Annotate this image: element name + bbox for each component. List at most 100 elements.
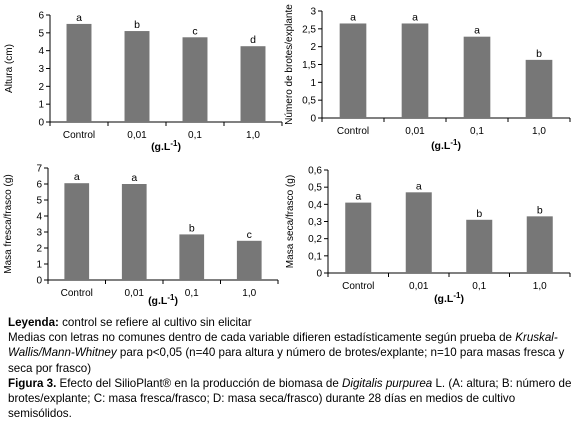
- significance-letter: a: [355, 191, 361, 203]
- x-tick-label: 0,01: [405, 126, 425, 137]
- y-tick-label: 2,5: [302, 24, 316, 35]
- significance-letter: d: [250, 34, 256, 46]
- x-axis-label: (g.L-1): [431, 138, 461, 152]
- x-tick-label: 0,01: [125, 288, 145, 299]
- significance-letter: a: [412, 11, 418, 23]
- stats-note-a: Medias con letras no comunes dentro de c…: [8, 331, 516, 345]
- bar: [339, 23, 367, 118]
- y-axis-label: Masa seca/frasco (g): [285, 175, 296, 268]
- y-tick-label: 3: [36, 228, 42, 239]
- x-axis-label: (g.L-1): [148, 293, 178, 307]
- y-tick-label: 0: [36, 276, 42, 287]
- y-tick-label: 6: [38, 11, 44, 22]
- bar: [463, 36, 491, 118]
- y-tick-label: 0,1: [308, 251, 322, 262]
- y-tick-label: 1,5: [302, 60, 316, 71]
- x-tick-label: 1,0: [242, 288, 256, 299]
- y-tick-label: 6: [36, 180, 42, 191]
- significance-letter: a: [74, 171, 80, 183]
- y-tick-label: 2: [36, 244, 42, 255]
- stats-note: Medias con letras no comunes dentro de c…: [8, 330, 574, 376]
- y-tick-label: 0,6: [308, 166, 322, 177]
- legend-label: Leyenda:: [8, 316, 59, 329]
- y-axis-label: Masa fresca/frasco (g): [3, 174, 14, 273]
- y-tick-label: 5: [38, 28, 44, 39]
- x-tick-label: Control: [337, 126, 369, 137]
- x-axis-label: (g.L-1): [434, 291, 464, 305]
- stats-test-name: Kruskal-Wallis/Mann-Whitney: [8, 331, 558, 360]
- figure-label: Figura 3.: [8, 376, 57, 390]
- y-tick-label: 0: [38, 118, 44, 129]
- y-axis-label: Número de brotes/explante: [284, 4, 295, 125]
- x-tick-label: Control: [342, 281, 374, 292]
- bar: [66, 23, 92, 123]
- significance-letter: b: [536, 48, 542, 60]
- significance-letter: b: [537, 204, 543, 216]
- bar: [401, 23, 429, 118]
- y-tick-label: 3: [38, 64, 44, 75]
- bar: [64, 183, 90, 280]
- significance-letter: a: [76, 12, 82, 24]
- y-tick-label: 0: [310, 114, 316, 125]
- y-tick-label: 0,4: [308, 200, 322, 211]
- y-axis-label: Altura (cm): [4, 44, 15, 93]
- y-tick-label: 1: [310, 78, 316, 89]
- x-tick-label: 1,0: [533, 281, 547, 292]
- bar: [526, 216, 553, 273]
- figure-text-a: Efecto del SilioPlant® en la producción …: [56, 376, 343, 390]
- significance-letter: b: [476, 208, 482, 220]
- bar: [182, 37, 208, 122]
- y-tick-label: 7: [36, 164, 42, 175]
- y-tick-label: 0,2: [308, 234, 322, 245]
- x-tick-label: Control: [61, 288, 93, 299]
- figure-title: Figura 3. Efecto del SilioPlant® en la p…: [8, 376, 574, 422]
- significance-letter: a: [416, 180, 422, 192]
- significance-letter: a: [131, 172, 137, 184]
- legend-line: Leyenda: control se refiere al cultivo s…: [8, 315, 574, 330]
- chart-panel-1: 0 1 2 3 4 5 6 a Control b 0,01 c 0,1 d 1,0 (g.L-1) Altur…: [4, 11, 283, 153]
- y-tick-label: 0: [316, 269, 322, 280]
- significance-letter: c: [247, 229, 252, 241]
- y-tick-label: 4: [36, 212, 42, 223]
- bar: [345, 202, 372, 273]
- bar: [121, 184, 147, 280]
- significance-letter: a: [474, 25, 480, 37]
- x-tick-label: 0,01: [127, 130, 147, 141]
- significance-letter: b: [189, 222, 195, 234]
- x-tick-label: 0,1: [470, 126, 484, 137]
- chart-panel-4: 0 0,1 0,2 0,3 0,4 0,5 0,6 a Control a 0,01 b 0,1 b 1,0…: [285, 166, 571, 305]
- x-tick-label: 1,0: [246, 130, 260, 141]
- x-tick-label: 0,1: [185, 288, 199, 299]
- y-tick-label: 1: [38, 100, 44, 111]
- y-tick-label: 4: [38, 46, 44, 57]
- bar: [525, 59, 553, 118]
- x-tick-label: Control: [63, 130, 95, 141]
- bar: [236, 240, 262, 280]
- significance-letter: a: [350, 11, 356, 23]
- x-tick-label: 1,0: [532, 126, 546, 137]
- y-tick-label: 0,5: [302, 96, 316, 107]
- x-axis-label: (g.L-1): [151, 139, 181, 153]
- bar: [124, 31, 150, 122]
- significance-letter: c: [192, 25, 197, 37]
- significance-letter: b: [134, 19, 140, 31]
- y-tick-label: 3: [310, 7, 316, 18]
- y-tick-label: 2: [38, 82, 44, 93]
- y-tick-label: 2: [310, 42, 316, 53]
- bar: [466, 219, 493, 273]
- species-name: Digitalis purpurea: [342, 376, 433, 390]
- y-tick-label: 5: [36, 196, 42, 207]
- figure-panels: 0 1 2 3 4 5 6 a Control b 0,01 c 0,1 d 1,0 (g.L-1) Altur…: [3, 4, 571, 307]
- x-tick-label: 0,1: [188, 130, 202, 141]
- y-tick-label: 0,5: [308, 183, 322, 194]
- bar: [405, 192, 432, 273]
- chart-panel-2: 0 0,5 1 1,5 2 2,5 3 a Control a 0,01 a 0,1 b 1,0 (g.L-1…: [284, 4, 571, 152]
- x-tick-label: 0,01: [409, 281, 429, 292]
- stats-note-b: para p<0,05 (n=40 para altura y número d…: [8, 346, 565, 375]
- y-tick-label: 0,3: [308, 217, 322, 228]
- bar: [179, 234, 205, 280]
- x-tick-label: 0,1: [472, 281, 486, 292]
- bar: [240, 46, 266, 123]
- figure-caption: Leyenda: control se refiere al cultivo s…: [8, 315, 574, 421]
- y-tick-label: 1: [36, 260, 42, 271]
